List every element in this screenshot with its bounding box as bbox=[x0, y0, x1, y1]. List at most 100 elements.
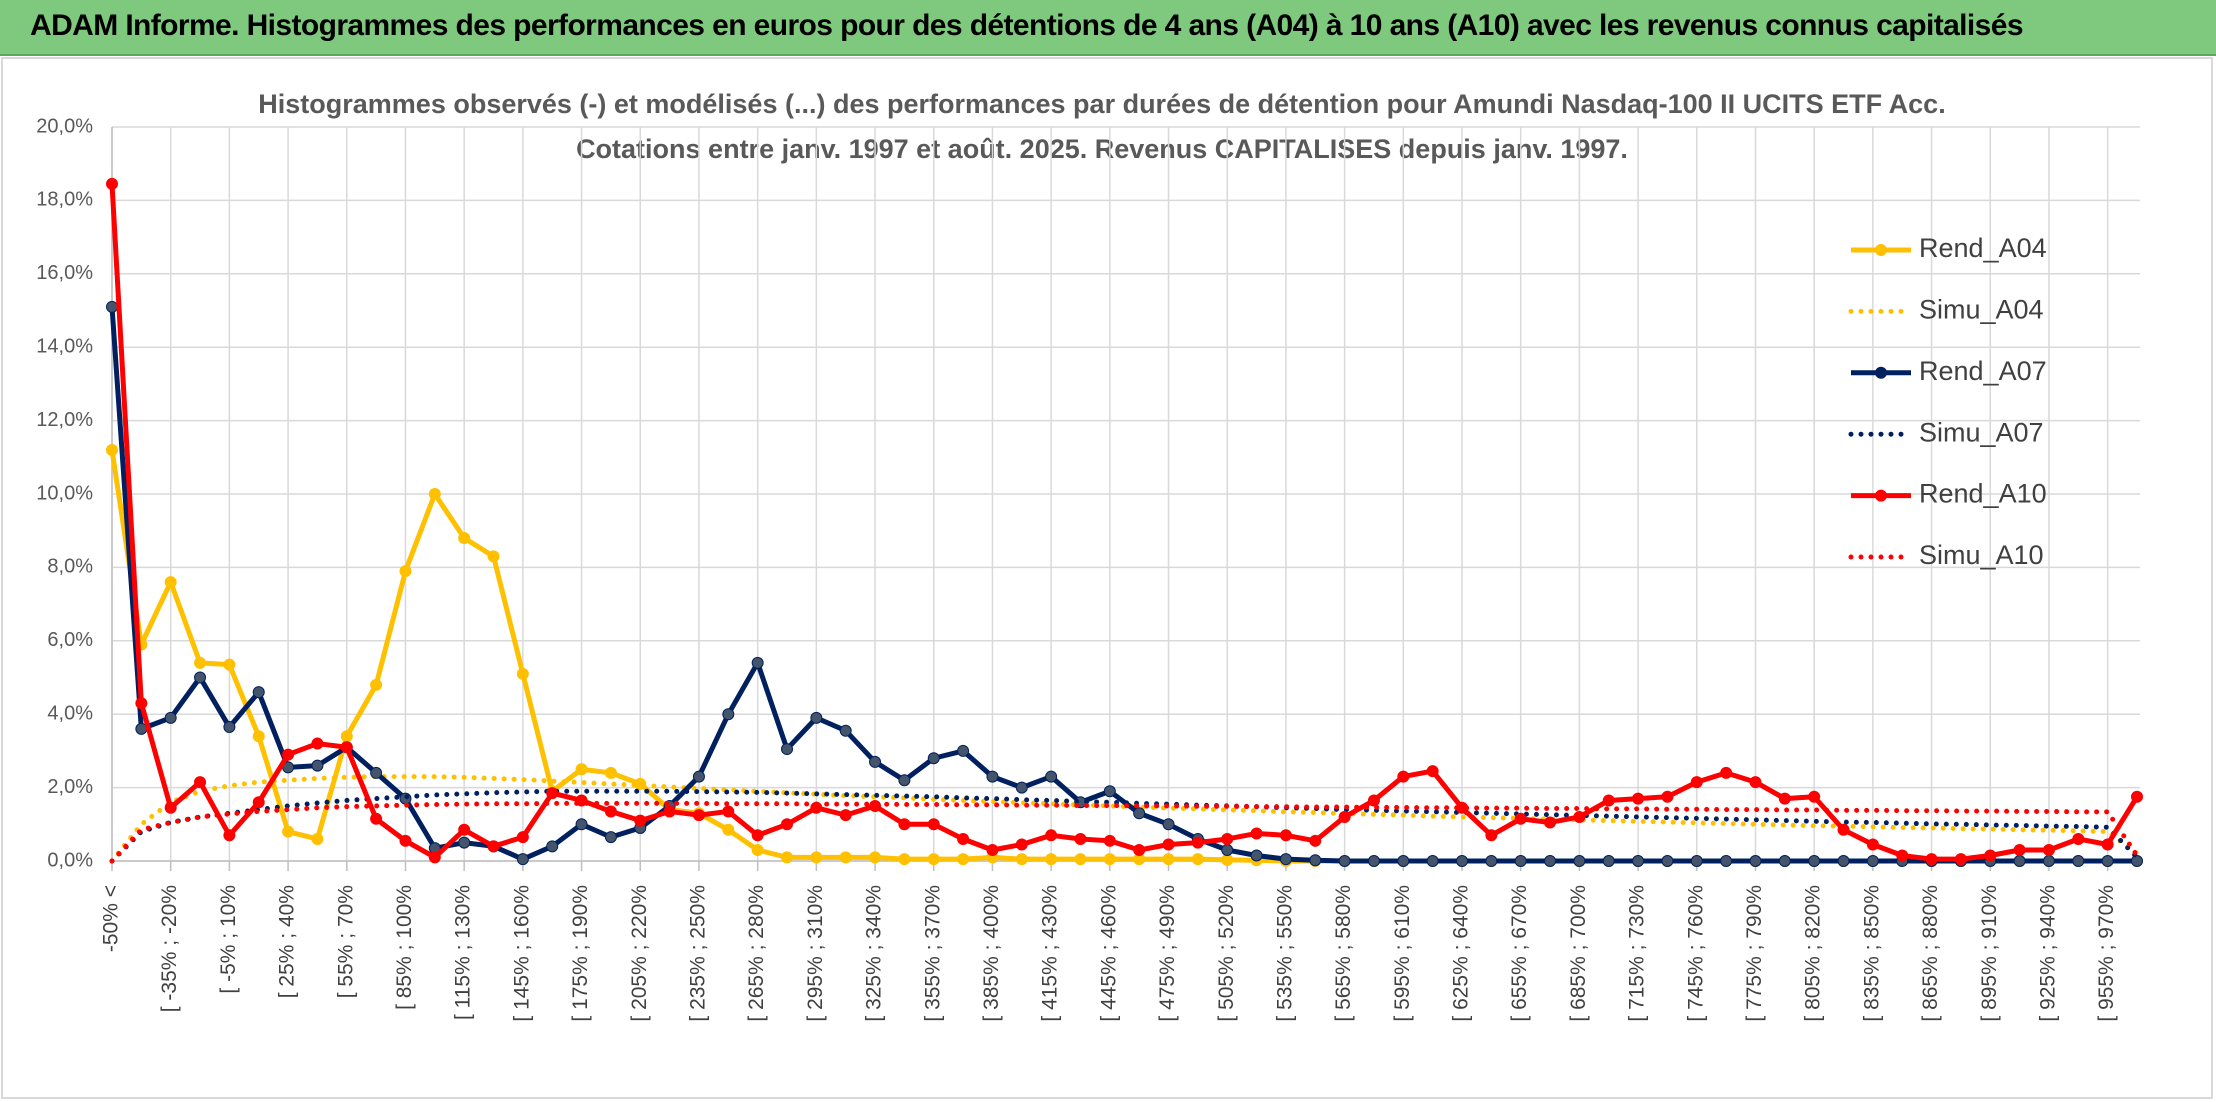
x-tick-label: [ 835% ; 850% bbox=[1860, 885, 1883, 1022]
x-tick-label: [ 805% ; 820% bbox=[1802, 885, 1825, 1022]
point bbox=[164, 576, 177, 589]
point bbox=[370, 812, 383, 825]
x-tick-label: -50% < bbox=[100, 885, 123, 952]
x-tick-label: [ -5% ; 10% bbox=[217, 885, 240, 994]
point bbox=[898, 774, 911, 787]
point bbox=[663, 805, 676, 818]
point bbox=[1602, 794, 1615, 807]
point bbox=[927, 853, 940, 866]
x-tick-label: [ 715% ; 730% bbox=[1626, 885, 1649, 1022]
chart-title: Cotations entre janv. 1997 et août. 2025… bbox=[576, 134, 1628, 164]
point bbox=[1661, 855, 1674, 867]
point bbox=[986, 770, 999, 783]
point bbox=[370, 766, 383, 779]
x-tick-label: [ 655% ; 670% bbox=[1508, 885, 1531, 1022]
point bbox=[1720, 855, 1733, 867]
point bbox=[1690, 855, 1703, 867]
point bbox=[722, 823, 735, 836]
y-tick-label: 20,0% bbox=[36, 115, 93, 137]
point bbox=[839, 809, 852, 822]
legend-marker bbox=[1875, 489, 1887, 502]
x-tick-label: [ 25% ; 40% bbox=[276, 885, 299, 998]
point bbox=[223, 829, 236, 842]
point bbox=[1074, 853, 1087, 866]
point bbox=[1338, 810, 1351, 823]
x-tick-label: [ 445% ; 460% bbox=[1097, 885, 1120, 1022]
series-line bbox=[109, 800, 2140, 864]
point bbox=[1896, 849, 1909, 862]
point bbox=[428, 488, 441, 500]
x-tick-label: [ 205% ; 220% bbox=[628, 885, 651, 1022]
x-tick-label: [ 685% ; 700% bbox=[1567, 885, 1590, 1022]
point bbox=[370, 678, 383, 691]
point bbox=[1485, 855, 1498, 867]
point bbox=[252, 730, 265, 743]
y-tick-label: 18,0% bbox=[36, 189, 93, 211]
point bbox=[1720, 766, 1733, 779]
point bbox=[2013, 855, 2026, 867]
point bbox=[810, 711, 823, 724]
point bbox=[751, 656, 764, 669]
x-tick-label: [ 295% ; 310% bbox=[804, 885, 827, 1022]
point bbox=[1954, 853, 1967, 866]
point bbox=[781, 851, 793, 864]
point bbox=[1103, 785, 1116, 798]
point bbox=[282, 748, 295, 761]
point bbox=[1426, 855, 1439, 867]
point bbox=[1045, 770, 1058, 783]
point bbox=[1133, 807, 1146, 820]
point bbox=[1984, 849, 1997, 862]
point bbox=[1456, 855, 1468, 867]
legend-label: Simu_A07 bbox=[1919, 417, 2044, 447]
point bbox=[1690, 776, 1703, 789]
header: ADAM Informe. Histogrammes des performan… bbox=[0, 0, 2216, 56]
point bbox=[839, 724, 852, 737]
point bbox=[751, 829, 764, 842]
point bbox=[1573, 855, 1586, 867]
point bbox=[1749, 776, 1762, 789]
point bbox=[604, 831, 617, 844]
series-line bbox=[109, 183, 2140, 862]
x-tick-label: [ 175% ; 190% bbox=[569, 885, 592, 1022]
point bbox=[135, 697, 148, 710]
x-tick-label: [ 325% ; 340% bbox=[863, 885, 886, 1022]
point bbox=[2131, 855, 2143, 867]
point bbox=[869, 851, 882, 864]
point bbox=[106, 177, 118, 190]
x-tick-label: [ 565% ; 580% bbox=[1332, 885, 1355, 1022]
point bbox=[1015, 853, 1028, 866]
point bbox=[106, 300, 118, 313]
point bbox=[604, 805, 617, 818]
x-tick-label: [ 145% ; 160% bbox=[510, 885, 533, 1022]
legend-label: Rend_A07 bbox=[1919, 356, 2047, 386]
y-tick-label: 8,0% bbox=[47, 556, 93, 578]
point bbox=[1162, 853, 1175, 866]
point bbox=[722, 805, 735, 818]
point bbox=[2013, 843, 2026, 856]
point bbox=[957, 832, 970, 845]
y-tick-label: 12,0% bbox=[36, 409, 93, 431]
point bbox=[1661, 790, 1674, 803]
point bbox=[839, 851, 852, 864]
point bbox=[898, 853, 911, 866]
point bbox=[1925, 853, 1938, 866]
point bbox=[1162, 838, 1175, 851]
point bbox=[458, 823, 471, 836]
point bbox=[1749, 855, 1762, 867]
point bbox=[399, 565, 412, 578]
point bbox=[2072, 855, 2085, 867]
point bbox=[1808, 855, 1821, 867]
point bbox=[927, 752, 940, 765]
point bbox=[194, 671, 207, 684]
point bbox=[2101, 855, 2114, 867]
point bbox=[781, 743, 793, 756]
point bbox=[252, 796, 265, 809]
legend-label: Rend_A10 bbox=[1919, 479, 2047, 509]
x-tick-label: [ 115% ; 130% bbox=[452, 885, 475, 1020]
point bbox=[1866, 838, 1879, 851]
point bbox=[516, 853, 529, 866]
point bbox=[1426, 765, 1439, 778]
point bbox=[1632, 792, 1645, 805]
y-tick-label: 6,0% bbox=[47, 629, 93, 651]
point bbox=[1602, 855, 1615, 867]
